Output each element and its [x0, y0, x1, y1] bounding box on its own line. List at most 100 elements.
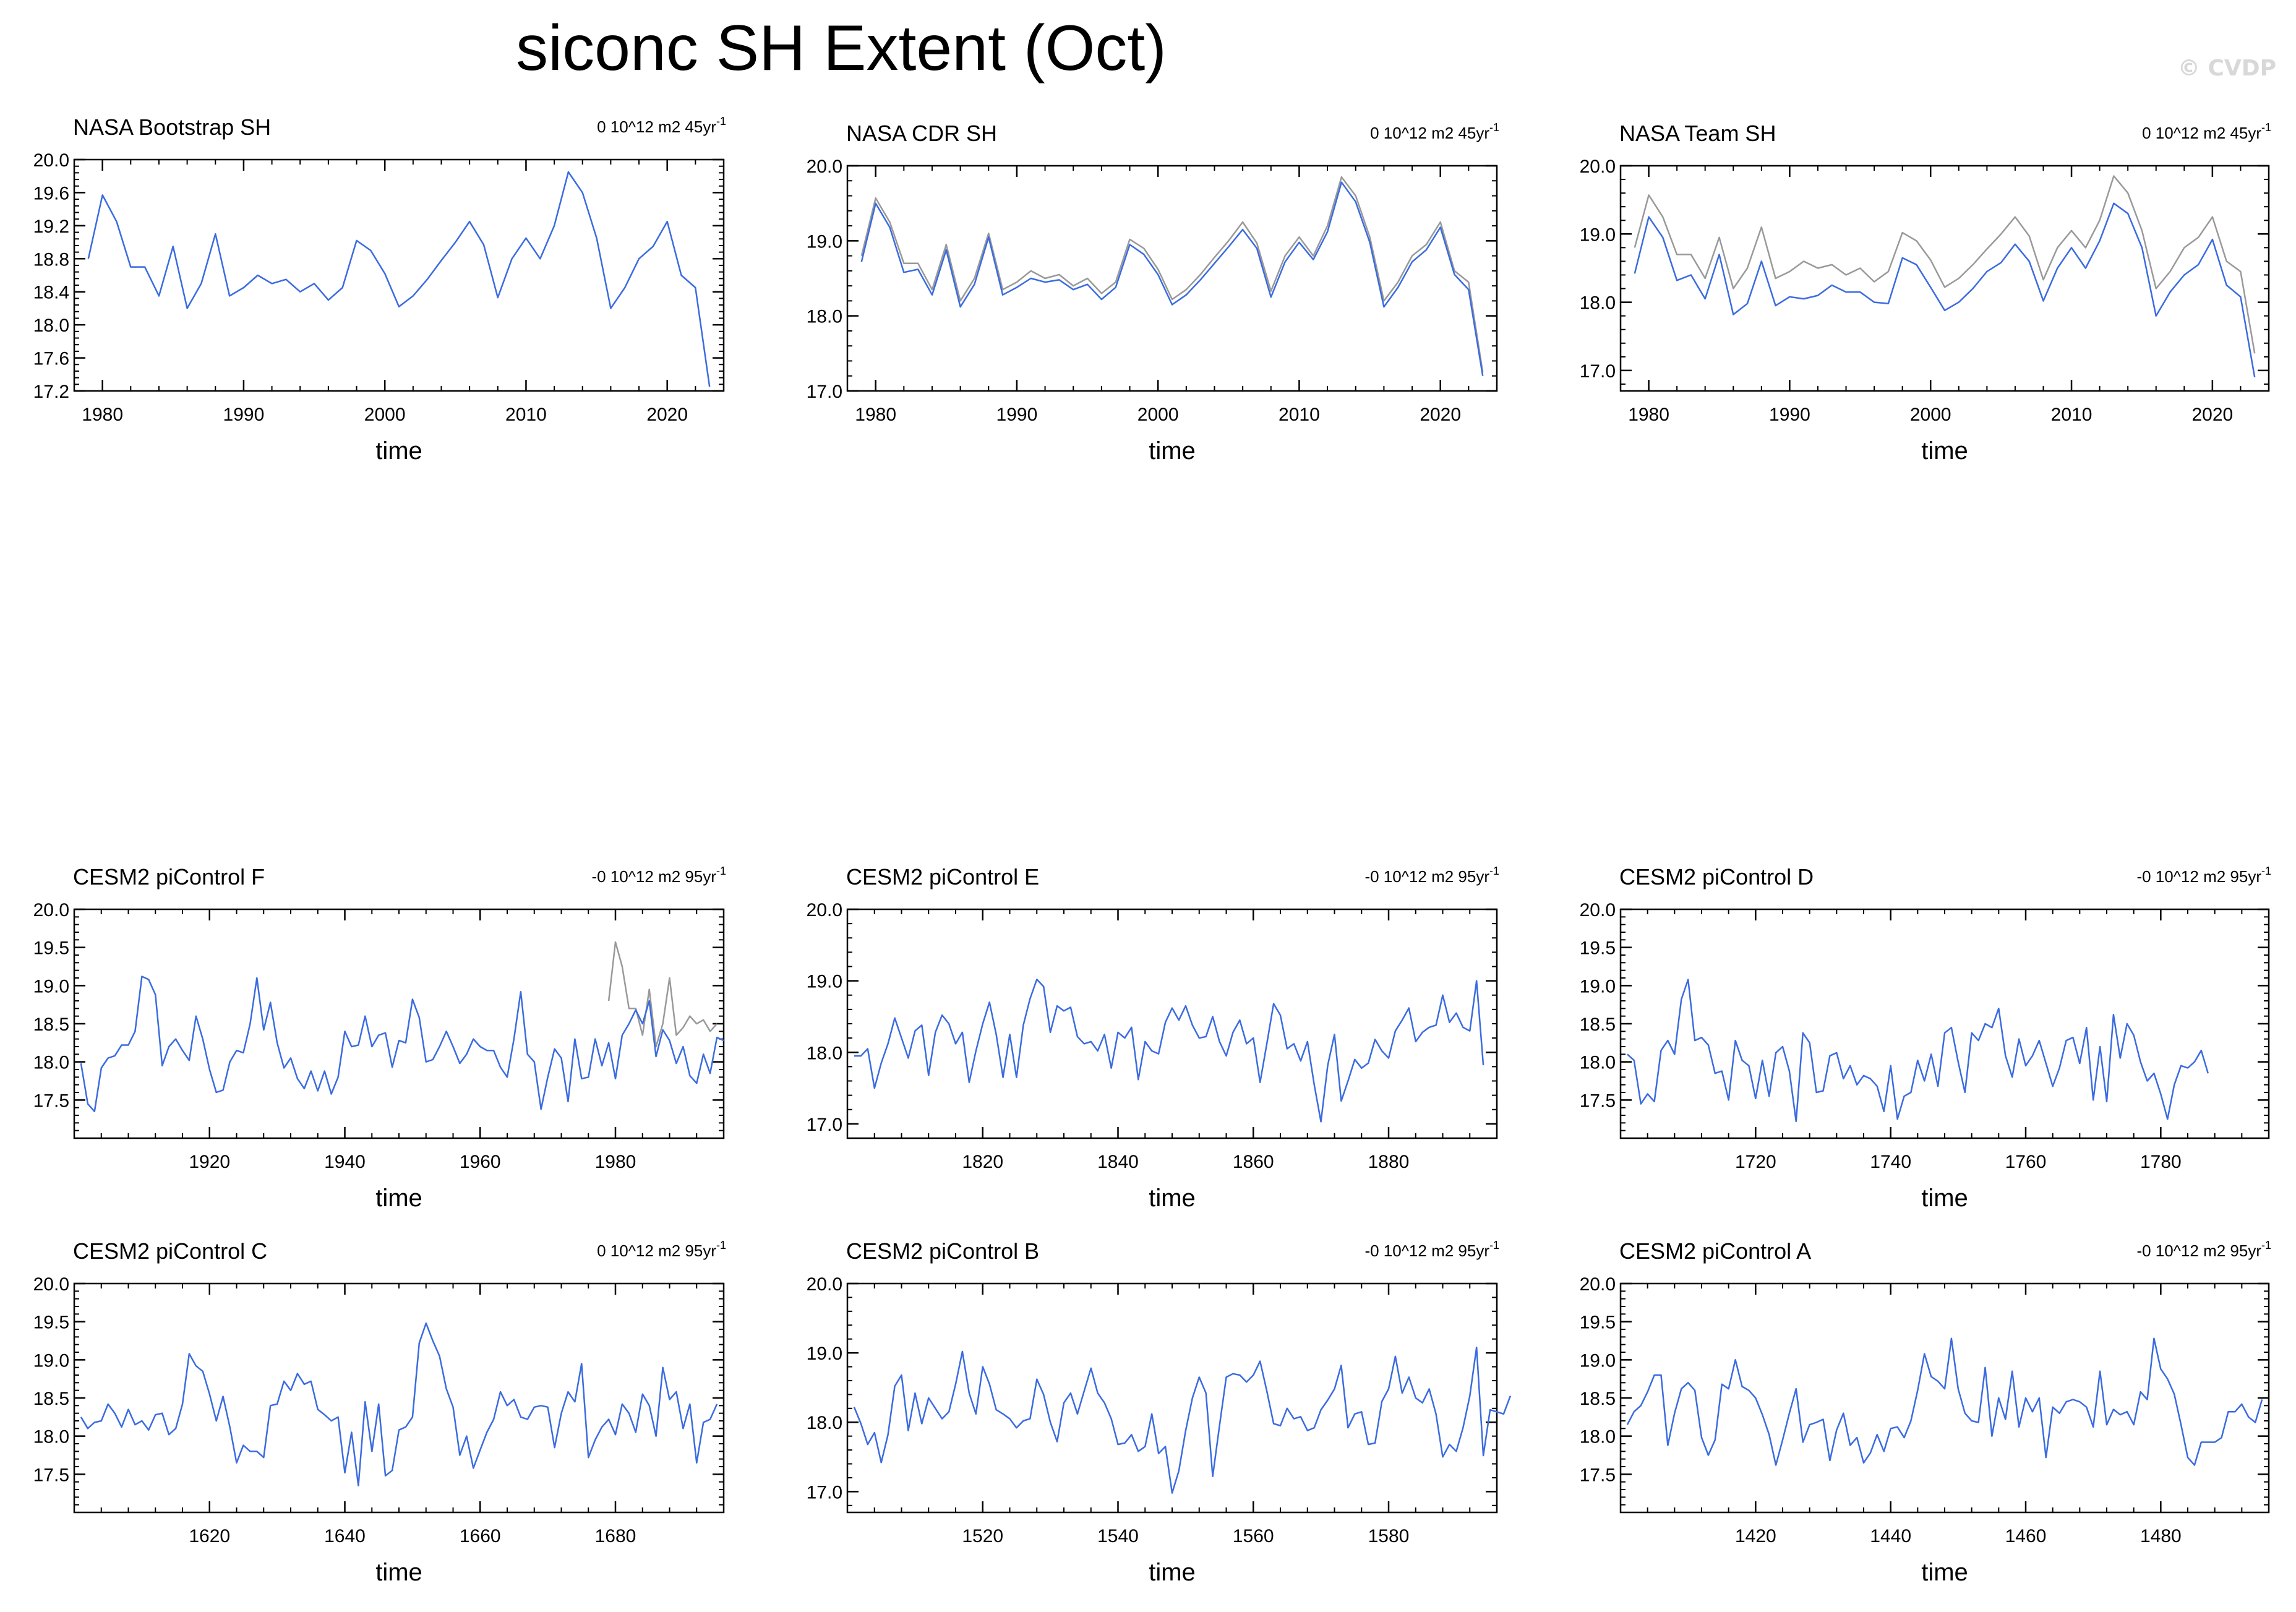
y-tick-label: 20.0 [1580, 900, 1616, 920]
panel-6: 17.5 18.0 18.5 19.0 19.5 20.0 1720 1740 1760 1780… [1580, 864, 2271, 1212]
x-tick-label: 1820 [962, 1152, 1003, 1172]
y-tick-label: 18.0 [33, 1427, 69, 1447]
x-tick-label: 1990 [1769, 405, 1810, 425]
plot-frame [846, 165, 1498, 392]
y-tick-label: 20.0 [33, 150, 69, 171]
y-tick-label: 17.0 [807, 1115, 842, 1135]
trend-superscript: -1 [2261, 121, 2271, 134]
panel-title: CESM2 piControl C [73, 1238, 267, 1264]
series-line-nasa-bootstrap-sh [860, 176, 1484, 372]
y-tick-label: 19.0 [1580, 1350, 1616, 1371]
series-line-cesm2-picontrol-a [1626, 1337, 2263, 1466]
y-tick-label: 20.0 [807, 1274, 842, 1295]
plot-frame [1619, 165, 2270, 392]
panel-title: CESM2 piControl B [846, 1238, 1039, 1264]
x-tick-label: 1540 [1097, 1526, 1139, 1546]
x-tick-label: 1840 [1097, 1152, 1139, 1172]
y-tick-label: 18.0 [1580, 1427, 1616, 1447]
x-tick-label: 1940 [324, 1152, 366, 1172]
x-tick-label: 2000 [1137, 405, 1179, 425]
panel-1: 17.2 17.6 18.0 18.4 18.8 19.2 19.6 20.0 1980 1990… [33, 114, 726, 465]
plot-frame [73, 1282, 725, 1514]
x-axis-label: time [375, 437, 422, 465]
y-tick-label: 18.8 [33, 249, 69, 270]
x-tick-label: 1980 [1628, 405, 1669, 425]
series-line-nasa-bootstrap-sh [1634, 175, 2256, 354]
y-tick-label: 19.5 [1580, 938, 1616, 959]
x-tick-label: 1420 [1735, 1526, 1776, 1546]
y-tick-label: 19.5 [33, 938, 69, 959]
panel-title: CESM2 piControl A [1619, 1238, 1811, 1264]
y-tick-label: 19.5 [1580, 1313, 1616, 1333]
y-tick-label: 17.0 [807, 382, 842, 402]
y-tick-label: 20.0 [807, 900, 842, 920]
x-axis-label: time [1921, 1185, 1968, 1212]
x-tick-label: 2020 [1420, 405, 1461, 425]
panel-2: 17.0 18.0 19.0 20.0 1980 1990 2000 2010 2020 NASA… [807, 121, 1499, 465]
x-axis-label: time [375, 1559, 422, 1586]
trend-label: -0 10^12 m2 95yr [591, 867, 716, 886]
y-tick-label: 18.5 [1580, 1389, 1616, 1409]
trend-superscript: -1 [716, 115, 726, 127]
y-tick-label: 17.0 [807, 1482, 842, 1503]
x-tick-label: 2000 [364, 405, 406, 425]
x-tick-label: 1740 [1870, 1152, 1911, 1172]
x-tick-label: 1460 [2005, 1526, 2047, 1546]
trend-superscript: -1 [2261, 865, 2271, 877]
panel-3: 17.0 18.0 19.0 20.0 1980 1990 2000 2010 2020 NASA… [1580, 121, 2271, 465]
copyright-watermark: © CVDP [2177, 56, 2276, 81]
y-tick-label: 17.2 [33, 382, 69, 402]
y-tick-label: 19.0 [33, 1350, 69, 1371]
x-tick-label: 1860 [1233, 1152, 1274, 1172]
y-tick-label: 19.6 [33, 183, 69, 204]
panel-title: CESM2 piControl D [1619, 864, 1814, 890]
x-tick-label: 2020 [2191, 405, 2233, 425]
panel-title: CESM2 piControl E [846, 864, 1039, 890]
x-tick-label: 1880 [1368, 1152, 1410, 1172]
y-tick-label: 18.4 [33, 283, 69, 303]
x-tick-label: 1520 [962, 1526, 1003, 1546]
y-tick-label: 18.5 [33, 1389, 69, 1409]
plot-frame [1619, 1282, 2270, 1514]
series-line-cesm2-picontrol-d [1627, 979, 2209, 1123]
panel-title: NASA CDR SH [846, 121, 997, 146]
trend-superscript: -1 [1489, 865, 1499, 877]
series-line-nasa-bootstrap-sh [87, 171, 711, 387]
x-tick-label: 1760 [2005, 1152, 2047, 1172]
y-tick-label: 17.0 [1580, 361, 1616, 382]
series-line-nasa-bootstrap-sh [607, 941, 718, 1048]
x-tick-label: 2010 [505, 405, 547, 425]
x-tick-label: 1990 [996, 405, 1038, 425]
y-tick-label: 17.5 [1580, 1465, 1616, 1485]
x-tick-label: 2020 [646, 405, 688, 425]
y-tick-label: 19.5 [33, 1313, 69, 1333]
x-tick-label: 1980 [595, 1152, 636, 1172]
series-line-nasa-team-sh [1634, 202, 2256, 378]
trend-label: -0 10^12 m2 95yr [2136, 867, 2261, 886]
plot-frame [1619, 908, 2270, 1139]
y-tick-label: 19.2 [33, 217, 69, 237]
y-tick-label: 20.0 [33, 900, 69, 920]
plot-frame [73, 908, 725, 1139]
x-axis-label: time [375, 1185, 422, 1212]
x-axis-label: time [1149, 1559, 1196, 1586]
y-tick-label: 18.0 [807, 307, 842, 327]
panel-5: 17.0 18.0 19.0 20.0 1820 1840 1860 1880 CESM2 pi… [807, 864, 1499, 1212]
y-tick-label: 18.5 [33, 1014, 69, 1035]
x-tick-label: 1560 [1233, 1526, 1274, 1546]
x-tick-label: 2010 [1279, 405, 1320, 425]
x-tick-label: 1780 [2140, 1152, 2182, 1172]
y-tick-label: 20.0 [1580, 1274, 1616, 1295]
series-line-cesm2-picontrol-c [80, 1322, 718, 1487]
trend-label: 0 10^12 m2 45yr [597, 118, 716, 136]
y-tick-label: 18.0 [33, 1053, 69, 1073]
x-tick-label: 1920 [189, 1152, 230, 1172]
y-tick-label: 18.0 [33, 315, 69, 336]
x-tick-label: 1660 [460, 1526, 501, 1546]
x-tick-label: 1720 [1735, 1152, 1776, 1172]
panel-8: 17.0 18.0 19.0 20.0 1520 1540 1560 1580 CESM2 pi… [807, 1238, 1512, 1586]
x-axis-label: time [1149, 1185, 1196, 1212]
trend-superscript: -1 [716, 865, 726, 877]
panel-title: NASA Team SH [1619, 121, 1776, 146]
panel-title: NASA Bootstrap SH [73, 114, 271, 140]
